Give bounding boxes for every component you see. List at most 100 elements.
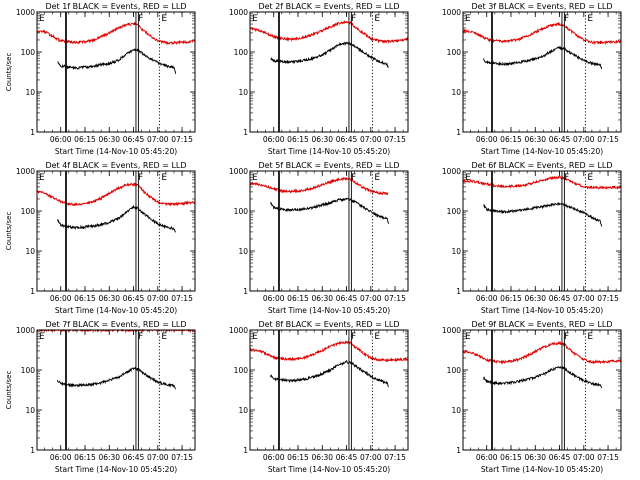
x-tick-label: 06:15 [500,453,522,462]
x-axis-label: Start Time (14-Nov-10 05:45:20) [55,147,177,156]
x-tick-label: 06:00 [263,294,285,303]
events-series-line [57,47,177,74]
chart-panel: Det 9f BLACK = Events, RED = LLD Start Ti… [442,320,622,474]
x-tick-label: 07:00 [147,294,169,303]
y-tick-label: 10 [238,88,248,97]
y-tick-label: 1000 [229,8,248,17]
events-series-line [483,45,603,70]
plot-frame [249,170,409,292]
plot-frame [36,170,196,292]
x-tick-label: 06:15 [500,294,522,303]
x-tick-label: 06:00 [50,294,72,303]
marker-label: F [564,173,569,183]
x-tick-label: 06:15 [74,453,96,462]
x-tick-label: 06:30 [98,453,120,462]
x-tick-label: 06:00 [476,453,498,462]
x-tick-label: 07:15 [171,453,193,462]
marker-label: E [465,332,471,342]
marker-label: E [39,14,45,24]
y-tick-label: 10 [25,406,35,415]
x-tick-label: 07:15 [384,453,406,462]
chart-panel: Det 1f BLACK = Events, RED = LLD Start Ti… [5,2,196,156]
x-tick-label: 07:15 [384,135,406,144]
x-tick-label: 06:30 [98,294,120,303]
y-tick-label: 100 [234,366,249,375]
y-axis-label: Counts/sec [5,212,13,251]
x-tick-label: 06:15 [287,135,309,144]
chart-title: Det 1f BLACK = Events, RED = LLD [45,2,186,11]
marker-label: E [587,173,593,183]
x-axis-label: Start Time (14-Nov-10 05:45:20) [268,306,390,315]
y-tick-label: 1 [30,446,35,455]
x-tick-label: 06:15 [287,453,309,462]
plot-frame [36,329,196,451]
x-tick-label: 06:15 [74,135,96,144]
x-tick-label: 07:00 [360,453,382,462]
y-tick-label: 1 [30,128,35,137]
x-tick-label: 06:00 [263,135,285,144]
lld-series-line [249,19,409,44]
lld-series-line [462,21,622,46]
marker-label: E [587,332,593,342]
marker-label: F [138,332,143,342]
marker-label: E [374,173,380,183]
x-tick-label: 07:15 [171,294,193,303]
events-series-line [483,202,603,227]
y-tick-label: 1000 [442,8,461,17]
y-tick-label: 1000 [16,326,35,335]
y-tick-label: 1000 [229,167,248,176]
chart-title: Det 4f BLACK = Events, RED = LLD [45,161,186,170]
plot-frame [462,11,622,133]
marker-label: F [138,14,143,24]
chart-title: Det 6f BLACK = Events, RED = LLD [471,161,612,170]
marker-label: F [564,14,569,24]
events-series-line [270,360,389,388]
x-tick-label: 06:30 [524,294,546,303]
x-axis-label: Start Time (14-Nov-10 05:45:20) [268,465,390,474]
y-tick-label: 100 [234,207,249,216]
marker-label: E [374,332,380,342]
x-tick-label: 06:00 [50,135,72,144]
chart-panel: Det 3f BLACK = Events, RED = LLD Start Ti… [442,2,622,156]
events-series-line [57,204,176,233]
chart-title: Det 2f BLACK = Events, RED = LLD [258,2,399,11]
marker-label: E [161,173,167,183]
y-tick-label: 1 [456,287,461,296]
y-tick-label: 100 [447,207,462,216]
marker-label: F [351,173,356,183]
plot-frame [249,329,409,451]
x-tick-label: 07:00 [147,135,169,144]
y-tick-label: 10 [451,406,461,415]
y-axis-label: Counts/sec [5,53,13,92]
x-tick-label: 07:15 [384,294,406,303]
y-tick-label: 1 [456,446,461,455]
events-series-line [270,41,389,69]
x-axis-label: Start Time (14-Nov-10 05:45:20) [268,147,390,156]
y-tick-label: 1000 [16,8,35,17]
y-tick-label: 100 [234,48,249,57]
x-tick-label: 06:15 [74,294,96,303]
y-axis-label: Counts/sec [5,371,13,410]
chart-panel: Det 5f BLACK = Events, RED = LLD Start Ti… [229,161,409,315]
chart-title: Det 9f BLACK = Events, RED = LLD [471,320,612,329]
y-tick-label: 100 [447,48,462,57]
y-tick-label: 1000 [442,167,461,176]
y-tick-label: 1 [243,128,248,137]
y-tick-label: 10 [451,88,461,97]
x-tick-label: 06:00 [263,453,285,462]
marker-label: E [39,173,45,183]
y-tick-label: 10 [238,406,248,415]
chart-title: Det 5f BLACK = Events, RED = LLD [258,161,399,170]
x-tick-label: 07:15 [597,294,619,303]
marker-label: F [564,332,569,342]
marker-label: F [351,14,356,24]
y-tick-label: 10 [451,247,461,256]
x-tick-label: 06:45 [549,135,571,144]
y-tick-label: 1 [30,287,35,296]
x-tick-label: 06:30 [311,135,333,144]
x-tick-label: 07:00 [360,294,382,303]
events-series-line [483,365,603,389]
x-tick-label: 06:30 [311,294,333,303]
marker-label: E [39,332,45,342]
